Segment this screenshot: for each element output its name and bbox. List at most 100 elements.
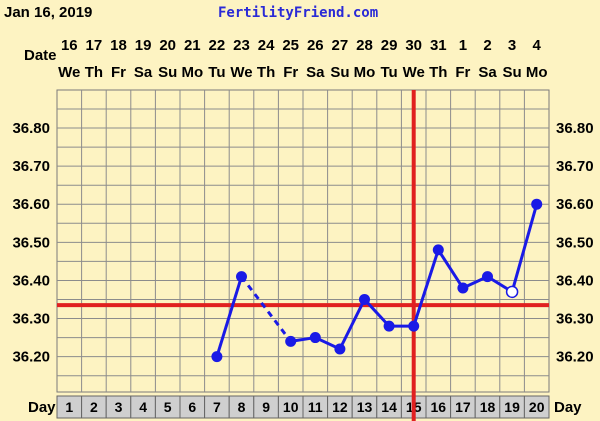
series-segment-dashed (240, 275, 292, 343)
date-label: 21 (184, 37, 201, 54)
date-label: 26 (307, 37, 324, 54)
date-label: 2 (483, 37, 491, 54)
date-label: 31 (430, 37, 447, 54)
data-point (236, 271, 247, 283)
y-axis-ticks: 36.80 36.80 36.70 36.70 36.60 36.60 36.50 36.50… (12, 120, 593, 366)
day-row-label-left: Day (28, 399, 56, 416)
data-point (408, 320, 420, 332)
weekday-label: Sa (478, 64, 497, 81)
weekday-label: Tu (208, 64, 225, 81)
weekday-label: Su (158, 64, 177, 81)
weekday-label: Mo (354, 64, 376, 81)
data-point (285, 335, 297, 347)
y-tick-left: 36.20 (12, 349, 50, 366)
day-cell (523, 395, 550, 419)
y-tick-right: 36.70 (556, 158, 594, 175)
date-label: 24 (258, 37, 275, 54)
day-number: 11 (308, 399, 323, 415)
data-point (334, 343, 346, 355)
y-tick-right: 36.30 (556, 311, 594, 328)
day-number: 20 (529, 399, 545, 415)
weekday-label: Sa (134, 64, 153, 81)
data-point (383, 320, 395, 332)
grid (56, 89, 550, 393)
weekday-label: Th (429, 64, 447, 81)
date-label: 22 (209, 37, 226, 54)
date-label: 16 (61, 37, 78, 54)
y-tick-right: 36.80 (556, 120, 594, 137)
date-label: 18 (110, 37, 127, 54)
y-tick-right: 36.50 (556, 234, 594, 251)
day-number: 5 (164, 399, 172, 415)
weekday-label: Fr (111, 64, 126, 81)
series-segment (363, 298, 391, 328)
series-segment (510, 203, 539, 293)
y-tick-right: 36.20 (556, 349, 594, 366)
data-point (432, 244, 444, 256)
data-point (457, 282, 469, 294)
markers (57, 90, 549, 421)
y-tick-left: 36.70 (12, 158, 50, 175)
weekday-label: Th (257, 64, 275, 81)
date-label: 20 (159, 37, 176, 54)
date-label: 25 (282, 37, 299, 54)
weekday-label: Sa (306, 64, 325, 81)
weekday-label: Fr (455, 64, 470, 81)
date-label: 19 (135, 37, 152, 54)
y-tick-left: 36.80 (12, 120, 50, 137)
day-number: 14 (381, 399, 397, 415)
day-number: 13 (357, 399, 373, 415)
weekday-label: Su (330, 64, 349, 81)
temperature-series (211, 198, 543, 363)
date-label: 30 (405, 37, 422, 54)
data-point (211, 351, 223, 363)
data-point (359, 293, 370, 305)
weekday-label: Fr (283, 64, 298, 81)
day-number: 9 (262, 399, 270, 415)
series-segment (338, 298, 366, 350)
series-segment (215, 276, 243, 358)
day-number: 4 (139, 399, 147, 415)
day-row: 1234567891011121314151617181920 (56, 395, 550, 419)
y-tick-right: 36.60 (556, 196, 594, 213)
weekday-label: Mo (526, 64, 548, 81)
date-header: 16 17 18 19 20 21 22 23 24 25 26 27 28 29 30 31 1 2 3 4We Th… (58, 37, 547, 81)
series-segment (412, 249, 440, 327)
weekday-label: We (403, 64, 425, 81)
date-label: 28 (356, 37, 373, 54)
site-name: FertilityFriend.com (218, 5, 378, 21)
data-point-open (505, 285, 519, 299)
date-row-label: Date (24, 47, 57, 64)
day-number: 6 (188, 399, 196, 415)
day-number: 12 (332, 399, 348, 415)
y-tick-right: 36.40 (556, 272, 594, 289)
y-tick-left: 36.60 (12, 196, 50, 213)
day-number: 19 (504, 399, 520, 415)
day-number: 18 (480, 399, 496, 415)
day-number: 8 (238, 399, 246, 415)
day-number: 17 (455, 399, 471, 415)
day-number: 7 (213, 399, 221, 415)
day-row-label-right: Day (554, 399, 582, 416)
data-point (309, 332, 321, 344)
day-number: 2 (90, 399, 98, 415)
date-label: 17 (86, 37, 103, 54)
y-tick-left: 36.50 (12, 234, 50, 251)
day-number: 3 (115, 399, 123, 415)
date-label: 29 (381, 37, 398, 54)
date-label: 3 (508, 37, 516, 54)
weekday-label: We (230, 64, 252, 81)
weekday-label: Mo (181, 64, 203, 81)
day-number: 10 (283, 399, 299, 415)
y-tick-left: 36.40 (12, 272, 50, 289)
chart-date: Jan 16, 2019 (4, 4, 92, 21)
date-label: 4 (533, 37, 542, 54)
date-label: 1 (459, 37, 467, 54)
day-number: 1 (65, 399, 73, 415)
date-label: 23 (233, 37, 250, 54)
date-label: 27 (332, 37, 349, 54)
weekday-label: We (58, 64, 80, 81)
weekday-label: Su (503, 64, 522, 81)
y-tick-left: 36.30 (12, 311, 50, 328)
